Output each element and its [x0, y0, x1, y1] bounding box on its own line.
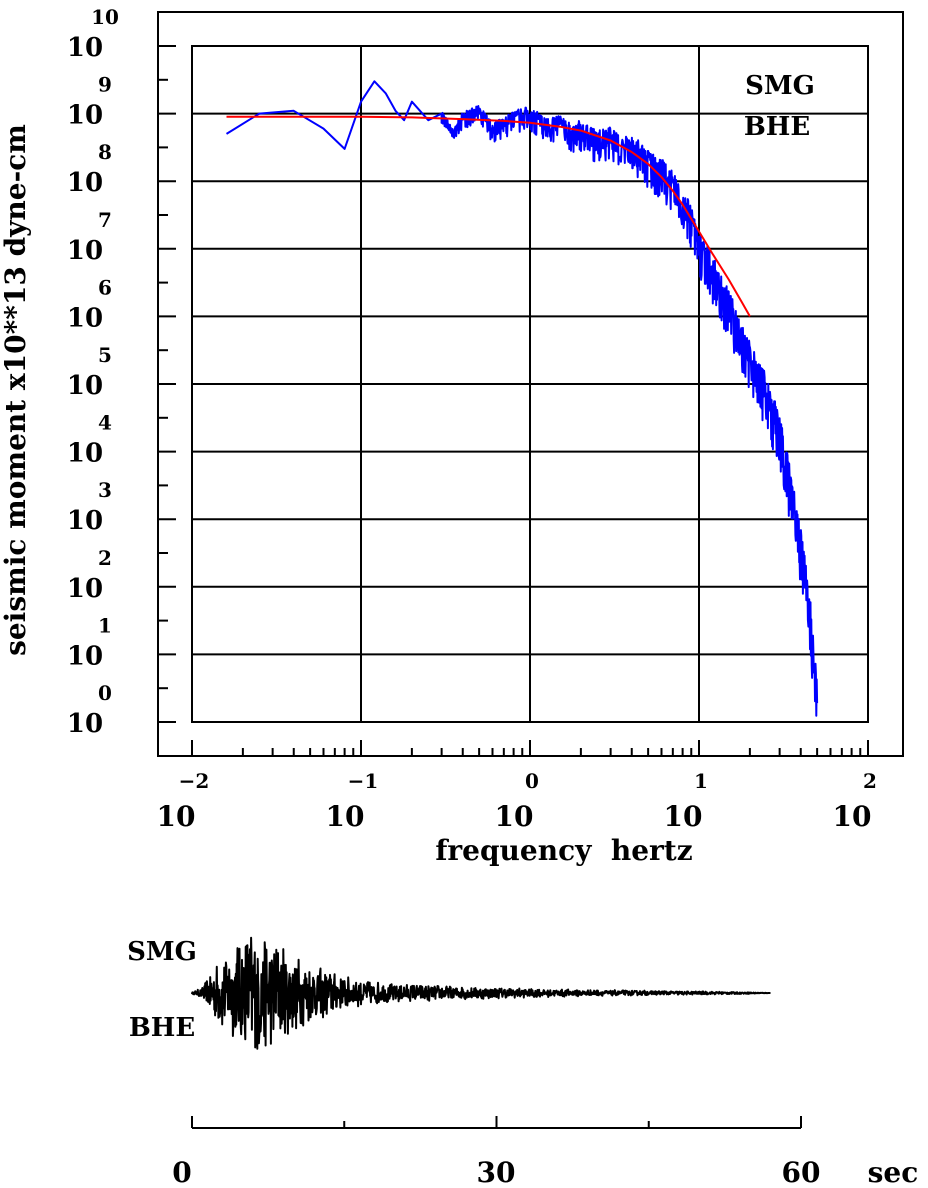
spectrum-annotation-station: SMG [745, 71, 815, 101]
waveform-label-station: SMG [127, 937, 197, 967]
x-tick-label-exponent: −1 [348, 769, 379, 793]
y-tick-labels: 10 0 10 1 10 2 10 3 10 4 10 5 10 6 10 7 10 8 10 9 10 10 [67, 5, 119, 739]
x-tick-label-base: 10 [833, 800, 872, 833]
waveform-label-channel: BHE [129, 1013, 195, 1043]
x-tick-labels: −2 10 −1 10 0 10 1 10 2 10 [157, 769, 877, 833]
spectrum-series-group [225, 80, 819, 717]
y-tick-label-base: 10 [67, 574, 103, 604]
y-tick-label-exponent: 8 [98, 140, 112, 164]
y-tick-label-exponent: 10 [91, 5, 119, 29]
x-minor-ticks [241, 748, 862, 756]
x-tick-label-base: 10 [157, 800, 196, 833]
x-tick-label-base: 10 [495, 800, 534, 833]
x-tick-label-base: 10 [664, 800, 703, 833]
y-tick-label-base: 10 [67, 709, 103, 739]
time-axis-unit: sec [868, 1156, 919, 1184]
y-axis-label: seismic moment x10**13 dyne-cm [0, 124, 32, 656]
y-tick-label-base: 10 [67, 303, 103, 333]
model-fit-line [226, 115, 751, 317]
y-tick-label-exponent: 1 [98, 613, 112, 637]
x-axis-label: frequency hertz [435, 834, 692, 867]
y-tick-label-base: 10 [67, 168, 103, 198]
y-tick-label-base: 10 [67, 506, 103, 536]
x-tick-label-exponent: 2 [863, 769, 877, 793]
y-tick-label-base: 10 [67, 101, 103, 131]
y-tick-label-base: 10 [67, 371, 103, 401]
time-tick-label-60: 60 [782, 1156, 821, 1184]
y-tick-label-base: 10 [67, 33, 103, 63]
y-tick-label-base: 10 [67, 439, 103, 469]
x-tick-label-exponent: −2 [179, 769, 210, 793]
y-tick-label-exponent: 7 [98, 208, 112, 232]
y-tick-label-base: 10 [67, 236, 103, 266]
y-tick-label-exponent: 9 [98, 73, 112, 97]
x-tick-label-exponent: 1 [694, 769, 708, 793]
y-tick-label-exponent: 3 [98, 478, 112, 502]
time-tick-label-0: 0 [172, 1156, 191, 1184]
y-tick-label-exponent: 5 [98, 343, 112, 367]
y-tick-label-exponent: 4 [98, 411, 112, 435]
x-tick-label-exponent: 0 [525, 769, 539, 793]
time-tick-label-30: 30 [477, 1156, 516, 1184]
spectrum-annotation-channel: BHE [744, 112, 810, 142]
spectrum-grid [191, 45, 869, 756]
y-tick-label-exponent: 6 [98, 275, 112, 299]
time-axis: 0 30 60 sec [172, 1116, 919, 1188]
y-tick-label-base: 10 [67, 641, 103, 671]
waveform-panel: SMG BHE 0 30 60 sec [127, 936, 919, 1188]
y-tick-label-exponent: 2 [98, 546, 112, 570]
spectrum-line [225, 80, 819, 717]
y-minor-ticks [158, 45, 176, 723]
waveform-trace [191, 936, 772, 1050]
time-axis-ticks [191, 1116, 802, 1128]
x-tick-label-base: 10 [326, 800, 365, 833]
y-tick-label-exponent: 0 [98, 681, 112, 705]
